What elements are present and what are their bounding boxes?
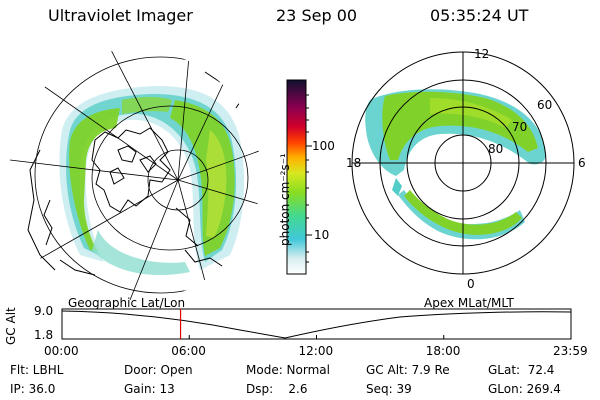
lat-label-60: 60 [537, 98, 553, 112]
gain-value: Gain: 13 [124, 382, 175, 396]
mlt-label-6: 6 [578, 156, 586, 170]
timeline-ymin: 1.8 [34, 328, 54, 342]
colorbar-tick-100: 100 [312, 139, 335, 153]
geographic-map [9, 49, 261, 301]
lat-label-70: 70 [512, 120, 528, 134]
seq-value: Seq: 39 [366, 382, 412, 396]
colorbar-unit-label: photon cm⁻²s⁻¹ [278, 153, 292, 246]
gc-alt-value: GC Alt: 7.9 Re [366, 363, 450, 377]
timeline-xtick-label: 23:59 [553, 344, 588, 358]
time-label: 05:35:24 UT [430, 6, 529, 25]
mlt-label-18: 18 [346, 156, 362, 170]
mode-status: Mode: Normal [246, 363, 330, 377]
polar-mlt-plot [351, 51, 575, 275]
glon-value: GLon: 269.4 [488, 382, 561, 396]
timeline-ymax: 9.0 [34, 304, 54, 318]
timeline-xtick-label: 18:00 [425, 344, 461, 358]
date-label: 23 Sep 00 [276, 6, 358, 25]
mlt-label-0: 0 [467, 277, 475, 291]
timeline-xtick-label: 12:00 [298, 344, 334, 358]
lat-label-80: 80 [488, 142, 504, 156]
timeline-right-label: Apex MLat/MLT [424, 296, 514, 310]
dsp-value: Dsp: 2.6 [246, 382, 308, 396]
door-status: Door: Open [124, 363, 193, 377]
timeline-left-label: Geographic Lat/Lon [68, 296, 186, 310]
timeline-plot [61, 308, 572, 340]
ip-value: IP: 36.0 [10, 382, 56, 396]
timeline-xtick-label: 06:00 [171, 344, 206, 358]
color-bar [286, 79, 312, 275]
timeline-xtick-label: 00:00 [44, 344, 79, 358]
timeline-ylabel: GC Alt [4, 307, 18, 345]
flight-filter: Flt: LBHL [10, 363, 64, 377]
glat-value: GLat: 72.4 [488, 363, 555, 377]
colorbar-tick-10: 10 [314, 228, 330, 242]
instrument-title: Ultraviolet Imager [48, 6, 193, 25]
mlt-label-12: 12 [474, 47, 490, 61]
